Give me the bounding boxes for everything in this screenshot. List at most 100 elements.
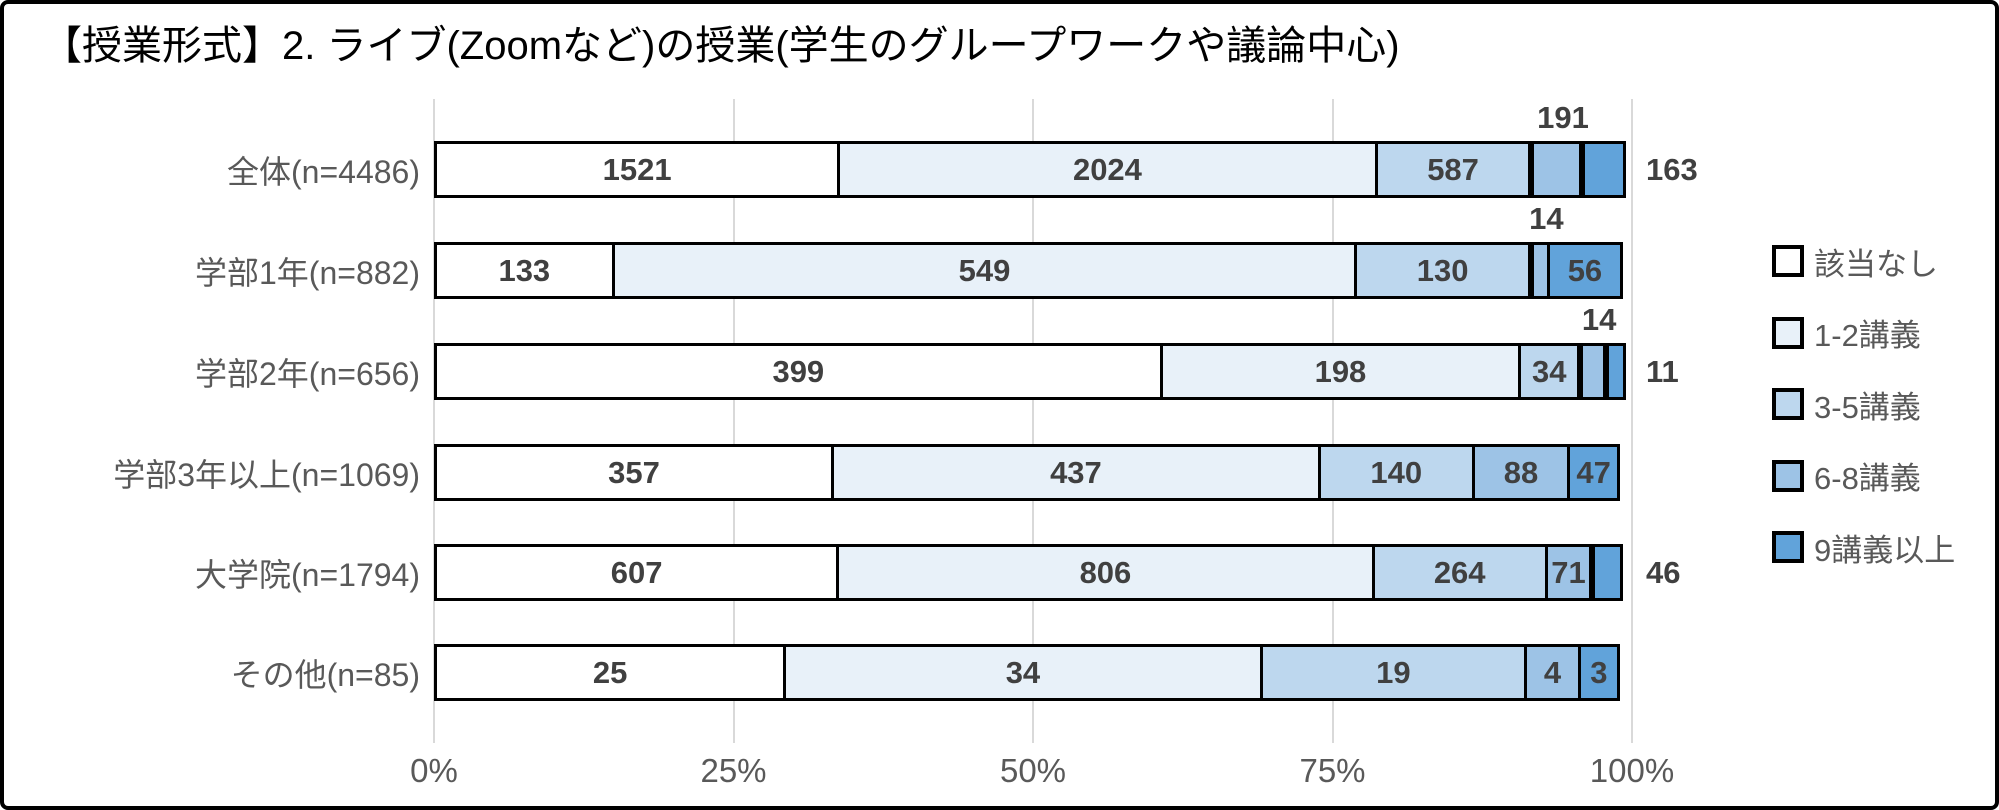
value-label-outside: 46 [1646, 554, 1681, 590]
value-label: 549 [958, 252, 1011, 288]
bar-row: 357 437 140 88 47 [434, 444, 1632, 501]
bar-segment [1582, 141, 1626, 198]
value-label: 607 [610, 554, 663, 590]
category-label: 大学院(n=1794) [195, 556, 420, 593]
bar-segment: 198 [1159, 343, 1522, 400]
bar-segment: 130 [1354, 242, 1531, 299]
category-label: 学部3年以上(n=1069) [113, 456, 420, 493]
legend-label: 6-8講義 [1814, 461, 1921, 496]
bar-segment: 34 [1518, 343, 1581, 400]
bar-segment [1605, 343, 1626, 400]
x-axis-tick [1032, 721, 1034, 743]
legend-swatch [1772, 245, 1804, 277]
legend-item: 9講義以上 [1772, 528, 1955, 568]
bar-segment: 437 [831, 444, 1321, 501]
x-gridline [732, 99, 735, 721]
x-axis-tick [433, 721, 435, 743]
x-axis-tick [732, 721, 735, 743]
x-axis-tick-label: 0% [410, 752, 458, 789]
legend-item: 6-8講義 [1772, 457, 1921, 496]
bar-segment: 19 [1259, 644, 1528, 701]
plot-area [433, 99, 1633, 743]
category-label: 全体(n=4486) [227, 153, 420, 190]
value-label-above: 14 [1529, 201, 1564, 236]
value-label: 1521 [602, 151, 672, 187]
value-label: 34 [1532, 353, 1567, 389]
value-label: 437 [1050, 454, 1102, 490]
value-label: 88 [1503, 454, 1539, 490]
bar-segment: 1521 [434, 141, 841, 198]
bar-row: 25 34 19 4 3 [434, 644, 1632, 701]
value-label: 47 [1576, 454, 1611, 490]
value-label-above: 191 [1537, 100, 1589, 135]
legend-label: 該当なし [1814, 246, 1938, 282]
bar-segment: 3 [1577, 644, 1620, 701]
bar-segment: 140 [1317, 444, 1475, 501]
legend-item: 3-5講義 [1772, 385, 1921, 425]
x-gridline [1331, 99, 1334, 721]
category-label: 学部2年(n=656) [195, 355, 420, 392]
x-gridline [1032, 99, 1034, 721]
bar-row: 399 198 34 14 11 [434, 302, 1679, 400]
value-label-outside: 163 [1646, 151, 1698, 187]
x-axis-tick-label: 25% [700, 752, 767, 789]
bar-segment: 25 [434, 644, 787, 701]
value-label-outside: 11 [1646, 353, 1679, 389]
bar-segment [1592, 544, 1623, 601]
bar-segment: 34 [783, 644, 1263, 701]
bar-segment: 399 [434, 343, 1163, 400]
x-axis-tick-label: 75% [1299, 752, 1366, 789]
value-label: 140 [1370, 454, 1423, 490]
bar-row: 607 806 264 71 46 [434, 544, 1680, 601]
bar-segment: 806 [836, 544, 1375, 601]
value-label: 198 [1314, 353, 1367, 389]
bar-segment: 4 [1524, 644, 1581, 701]
value-label: 264 [1433, 554, 1486, 590]
x-axis-tick-label: 100% [1589, 752, 1675, 789]
chart-title: 【授業形式】2. ライブ(Zoomなど)の授業(学生のグループワークや議論中心) [42, 24, 1400, 68]
x-axis-tick [1331, 721, 1334, 743]
legend-swatch [1772, 459, 1804, 492]
bar-segment: 587 [1374, 141, 1532, 198]
value-label: 56 [1567, 252, 1603, 288]
legend-item: 1-2講義 [1772, 314, 1921, 353]
legend-swatch [1772, 531, 1804, 563]
bar-segment: 133 [434, 242, 615, 299]
bar-segment: 56 [1546, 242, 1623, 299]
category-label: 学部1年(n=882) [195, 254, 420, 291]
value-label: 133 [498, 252, 551, 288]
value-label-above: 14 [1581, 302, 1617, 337]
bar-segment [1580, 343, 1606, 400]
x-axis-tick [1631, 721, 1633, 743]
value-label: 399 [772, 353, 825, 389]
legend-label: 1-2講義 [1814, 318, 1921, 353]
value-label: 357 [608, 454, 660, 490]
legend-item: 該当なし [1772, 242, 1938, 282]
value-label: 25 [592, 654, 628, 690]
x-gridline [433, 99, 435, 721]
value-label: 3 [1590, 654, 1608, 690]
bar-segment: 264 [1371, 544, 1548, 601]
bar-segment: 2024 [837, 141, 1378, 198]
value-label: 130 [1416, 252, 1469, 288]
legend-swatch [1772, 316, 1804, 349]
x-gridline [1631, 99, 1633, 721]
bar-segment: 607 [434, 544, 840, 601]
value-label: 4 [1543, 654, 1562, 690]
bar-segment: 47 [1567, 444, 1620, 501]
value-label: 587 [1427, 151, 1479, 187]
bar-segment: 71 [1544, 544, 1593, 601]
bar-row: 1521 2024 587 191 163 [434, 100, 1698, 198]
bar-segment: 549 [611, 242, 1358, 299]
category-label: その他(n=85) [230, 656, 420, 693]
value-label: 34 [1005, 654, 1041, 690]
bar-row: 133 549 130 14 56 [434, 201, 1632, 299]
legend-label: 3-5講義 [1814, 389, 1921, 425]
value-label: 2024 [1072, 151, 1142, 187]
bar-segment: 357 [434, 444, 835, 501]
legend-label: 9講義以上 [1814, 532, 1956, 568]
x-axis-tick-label: 50% [999, 752, 1067, 789]
legend-swatch [1772, 388, 1804, 420]
bar-segment [1531, 141, 1583, 198]
